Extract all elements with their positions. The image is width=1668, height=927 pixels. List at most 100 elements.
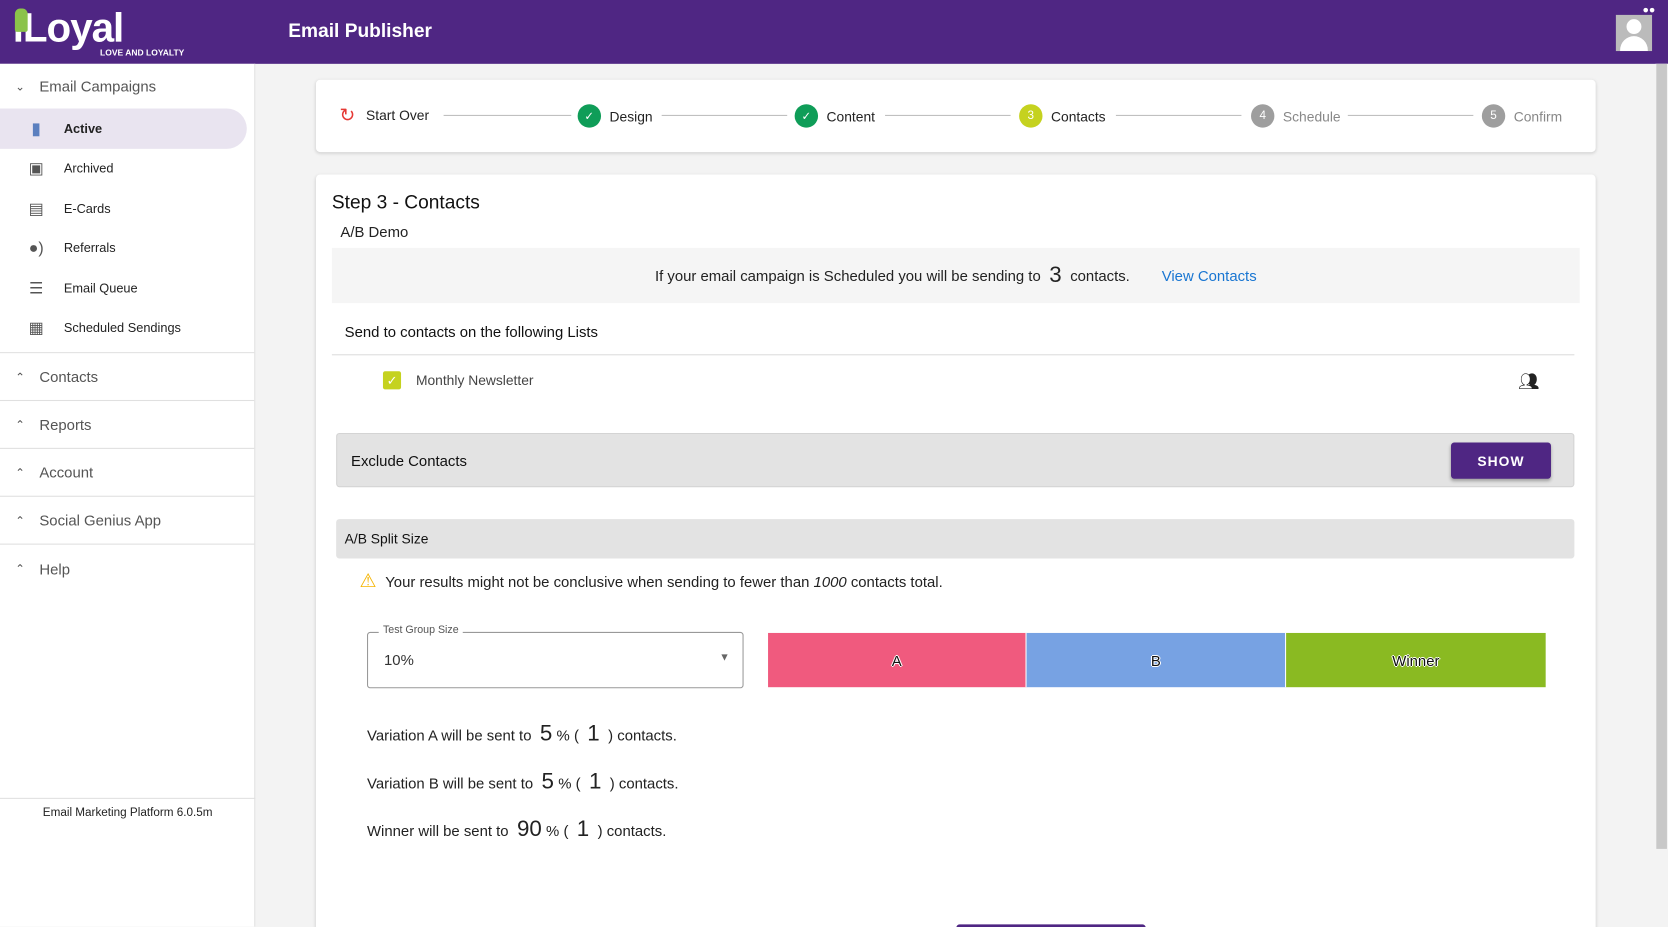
sidebar-item-ecards[interactable]: ▤ E-Cards [0, 188, 254, 228]
warning-text: Your results might not be conclusive whe… [385, 572, 810, 590]
step-label: Confirm [1513, 107, 1563, 124]
version-label: Email Marketing Platform 6.0.5m [0, 797, 256, 819]
document-icon: ▮ [31, 119, 41, 139]
section-label: Reports [39, 415, 92, 433]
chevron-up-icon: ⌃ [15, 514, 26, 528]
sidebar-item-label: Referrals [63, 240, 116, 256]
select-value: 10% [384, 651, 414, 669]
chevron-up-icon: ⌃ [15, 562, 26, 576]
test-group-size-select[interactable]: Test Group Size 10% ▼ [367, 624, 744, 689]
winner-summary: Winner will be sent to 90% ( 1 ) contact… [367, 816, 667, 842]
contact-count: 3 [1049, 262, 1062, 288]
bar-winner: Winner [1286, 632, 1546, 688]
bar-a: A [768, 632, 1027, 688]
queue-icon: ☰ [29, 279, 44, 298]
iloyal-logo[interactable]: iLoyal LOVE AND LOYALTY [12, 6, 185, 57]
sidebar-item-label: Active [63, 121, 103, 136]
calendar-icon: ▦ [28, 319, 44, 338]
chevron-up-icon: ⌃ [15, 418, 26, 432]
section-label: Email Campaigns [39, 77, 157, 95]
dropdown-arrow-icon: ▼ [719, 652, 730, 664]
scrollbar[interactable] [1655, 63, 1668, 927]
sidebar-section-account[interactable]: ⌃ Account [0, 449, 255, 497]
sidebar-item-label: Email Queue [63, 280, 138, 296]
archive-icon: ▣ [28, 159, 44, 178]
warning-icon: ⚠ [359, 570, 377, 592]
bar-b: B [1026, 632, 1287, 688]
sidebar-item-label: E-Cards [63, 200, 111, 216]
sidebar-section-email-campaigns[interactable]: ⌄ Email Campaigns [0, 64, 254, 109]
start-over-button[interactable]: ↻ Start Over [339, 104, 429, 126]
list-name: Monthly Newsletter [415, 372, 534, 389]
stepper: ↻ Start Over ✓ Design ✓ Content 3 Contacts 4… [315, 79, 1596, 153]
app-title: Email Publisher [288, 20, 432, 42]
scrollbar-thumb[interactable] [1656, 63, 1667, 849]
step-label: Design [609, 107, 653, 124]
section-label: Help [39, 560, 70, 578]
exclude-contacts-panel: Exclude Contacts SHOW [336, 432, 1575, 488]
warning-text: contacts total. [850, 572, 943, 590]
split-bars: A B Winner [768, 632, 1546, 688]
sidebar-item-referrals[interactable]: ●) Referrals [0, 228, 254, 268]
show-button[interactable]: SHOW [1450, 442, 1551, 479]
step-number: 4 [1251, 104, 1275, 128]
step-confirm[interactable]: 5 Confirm [1481, 104, 1563, 128]
logo-tagline: LOVE AND LOYALTY [99, 47, 185, 58]
section-label: Contacts [39, 368, 99, 386]
step-contacts[interactable]: 3 Contacts [1019, 104, 1106, 128]
top-bar: iLoyal LOVE AND LOYALTY Email Publisher ●… [0, 0, 1668, 64]
referral-icon: ●) [28, 239, 44, 258]
sidebar-item-email-queue[interactable]: ☰ Email Queue [0, 268, 254, 308]
select-label: Test Group Size [378, 624, 463, 637]
sidebar-item-label: Archived [63, 160, 114, 176]
view-contacts-link[interactable]: View Contacts [1161, 267, 1257, 285]
check-icon: ✓ [794, 104, 819, 128]
list-item[interactable]: ✓ Monthly Newsletter [382, 371, 534, 390]
restart-icon: ↻ [339, 104, 356, 126]
info-text: If your email campaign is Scheduled you … [654, 267, 1041, 285]
chevron-down-icon: ⌄ [15, 80, 26, 94]
exclude-label: Exclude Contacts [351, 451, 467, 469]
ab-split-heading: A/B Split Size [336, 519, 1575, 559]
step-number: 5 [1481, 104, 1506, 128]
step-label: Schedule [1282, 107, 1341, 124]
sidebar-section-help[interactable]: ⌃ Help [0, 545, 254, 593]
sidebar-item-scheduled-sendings[interactable]: ▦ Scheduled Sendings [0, 308, 254, 348]
check-icon: ✓ [577, 104, 602, 128]
next-button[interactable] [956, 924, 1146, 927]
people-icon[interactable]: 👥︎ [1518, 373, 1540, 392]
sidebar-item-archived[interactable]: ▣ Archived [0, 148, 254, 188]
user-avatar[interactable] [1615, 14, 1653, 52]
gift-card-icon: ▤ [28, 199, 44, 218]
sidebar-section-contacts[interactable]: ⌃ Contacts [0, 353, 255, 402]
warning-message: ⚠ Your results might not be conclusive wh… [360, 570, 943, 592]
variation-a-summary: Variation A will be sent to 5% ( 1 ) con… [367, 721, 677, 746]
sidebar-item-active[interactable]: ▮ Active [0, 108, 247, 149]
page-title: Step 3 - Contacts [331, 191, 480, 213]
lists-heading: Send to contacts on the following Lists [331, 323, 1575, 356]
sidebar-item-label: Scheduled Sendings [63, 320, 181, 336]
sidebar-section-reports[interactable]: ⌃ Reports [0, 401, 255, 449]
sidebar-section-social-genius[interactable]: ⌃ Social Genius App [0, 497, 255, 545]
group-icon[interactable]: ●● [1642, 4, 1656, 16]
sidebar: ⌄ Email Campaigns ▮ Active ▣ Archived ▤ E-Ca… [0, 63, 256, 927]
step-number: 3 [1019, 104, 1043, 128]
section-label: Account [39, 463, 94, 481]
step-design[interactable]: ✓ Design [577, 104, 653, 128]
send-count-info: If your email campaign is Scheduled you … [331, 247, 1580, 304]
step-schedule[interactable]: 4 Schedule [1251, 104, 1341, 128]
campaign-name: A/B Demo [340, 223, 409, 241]
step-label: Content [826, 107, 876, 124]
step-label: Contacts [1051, 107, 1106, 124]
info-text: contacts. [1070, 267, 1130, 285]
step-label: Start Over [366, 107, 430, 124]
contacts-step-card: Step 3 - Contacts A/B Demo If your email… [315, 174, 1596, 927]
chevron-up-icon: ⌃ [15, 466, 26, 480]
chevron-up-icon: ⌃ [15, 370, 26, 384]
logo-people-icon [14, 8, 28, 32]
warning-number: 1000 [813, 572, 847, 590]
step-content[interactable]: ✓ Content [794, 104, 876, 128]
section-label: Social Genius App [39, 511, 162, 529]
list-checkbox[interactable]: ✓ [382, 371, 402, 390]
logo-text: iLoyal [12, 6, 124, 52]
